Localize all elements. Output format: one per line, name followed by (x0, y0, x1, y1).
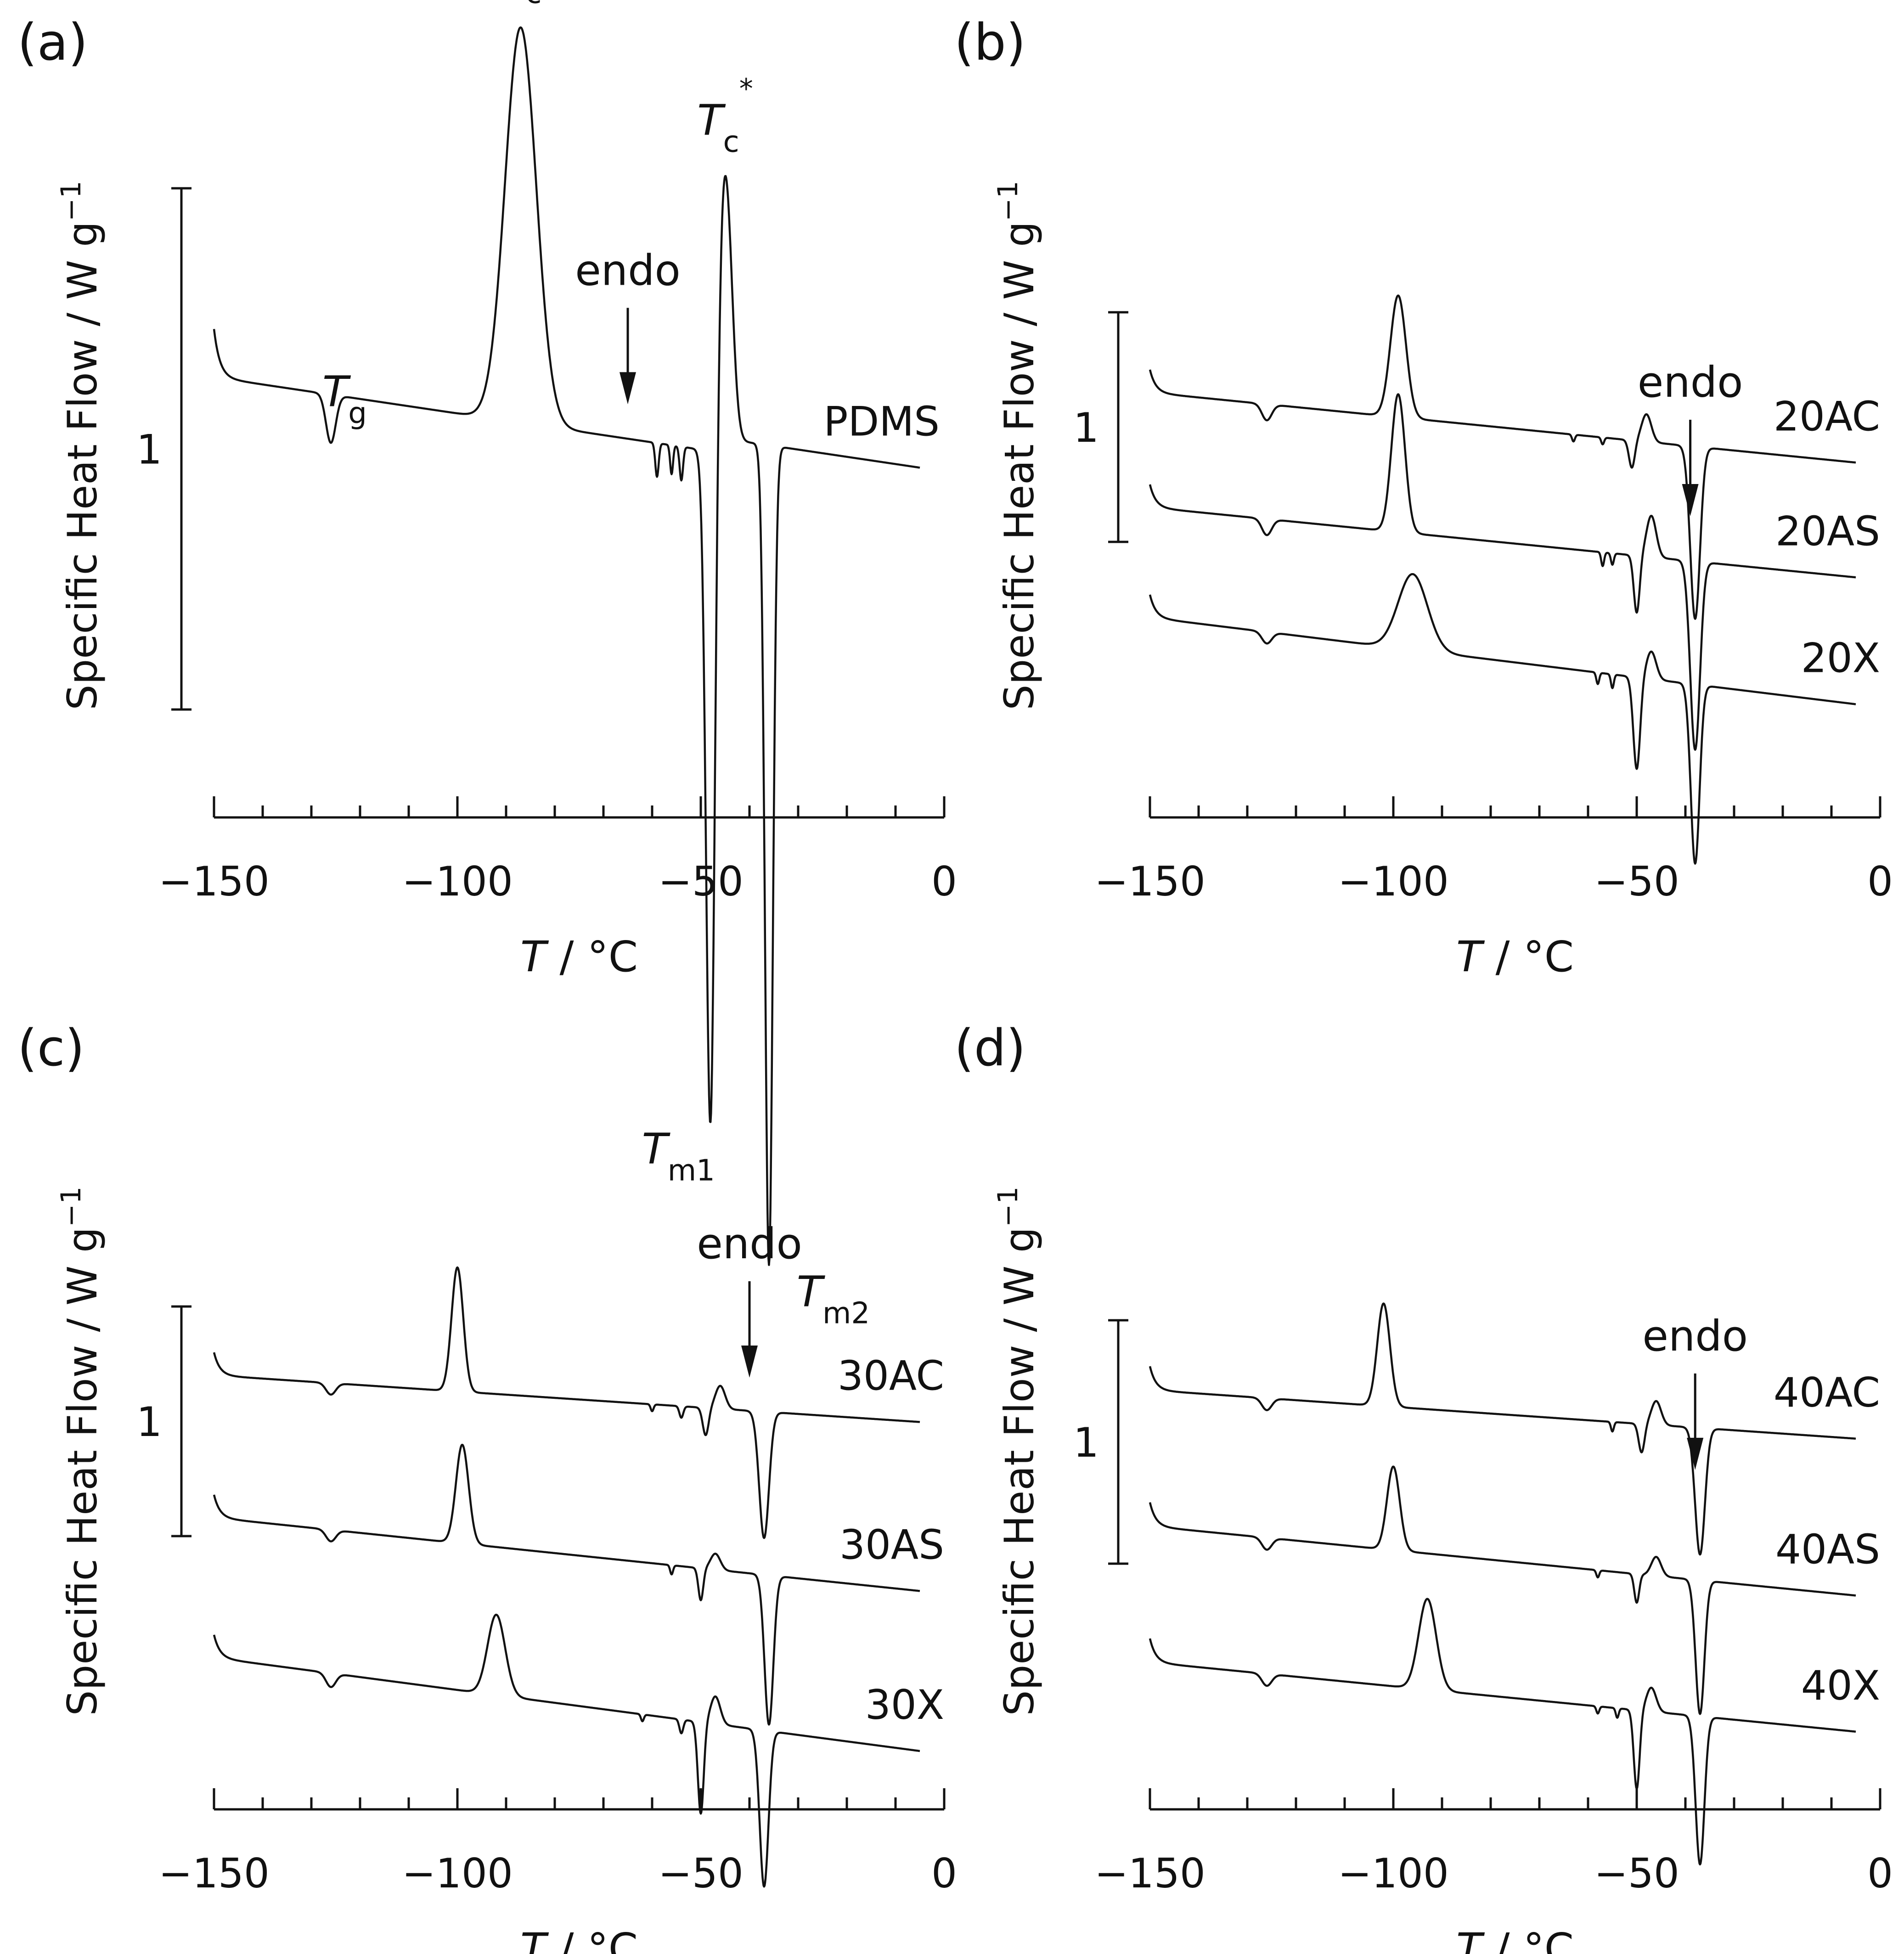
scale-bar-label: 1 (1073, 404, 1099, 451)
panel-label: (a) (17, 13, 88, 72)
x-tick-label: −50 (658, 858, 744, 905)
series-line-20X (1149, 573, 1857, 865)
y-axis-label: Specific Heat Flow / W g−1 (992, 181, 1043, 710)
series-line-20AS (1149, 393, 1857, 751)
x-tick-label: −100 (1338, 858, 1449, 905)
scale-bar (1108, 1319, 1128, 1565)
x-tick-label: −150 (1094, 1850, 1205, 1897)
series-line-40X (1149, 1598, 1857, 1866)
x-axis-label: T / °C (1456, 932, 1574, 981)
y-axis-label: Specific Heat Flow / W g−1 (55, 1187, 106, 1716)
annotation-Tm1: Tm1 (642, 1124, 715, 1188)
series-label-40AS: 40AS (1775, 1526, 1880, 1573)
endo-label: endo (1638, 358, 1743, 407)
panel-label: (c) (17, 1019, 84, 1077)
panel-a: (a) −150 −100 −50 0 T / °C Specific Heat Flow … (17, 0, 957, 1331)
series-label-40AC: 40AC (1774, 1369, 1880, 1416)
endo-arrow (620, 308, 636, 405)
series-label-30X: 30X (865, 1681, 944, 1729)
x-axis-label: T / °C (520, 932, 638, 981)
endo-label: endo (575, 246, 681, 295)
y-axis-label: Specific Heat Flow / W g−1 (992, 1187, 1043, 1716)
series-label-PDMS: PDMS (823, 398, 940, 445)
panel-label: (d) (954, 1019, 1026, 1077)
scale-bar-label: 1 (136, 426, 162, 473)
series-label-20AS: 20AS (1775, 507, 1880, 555)
annotation-Tc: Tc (500, 0, 541, 11)
scale-bar-label: 1 (136, 1398, 162, 1446)
series-line-40AS (1149, 1465, 1857, 1715)
panel-b: (b) −150 −100 −50 0 T / °C Specific Heat Flow … (954, 13, 1893, 981)
annotation-Tc-star: Tc* (697, 73, 753, 159)
series-line-40AC (1149, 1302, 1857, 1556)
x-tick-label: 0 (1867, 1850, 1893, 1897)
panel-c: (c) −150 −100 −50 0 T / °C Specific Heat Flow … (17, 1019, 957, 1954)
series-line-30AS (213, 1443, 921, 1726)
endo-label: endo (697, 1219, 802, 1268)
endo-arrow (1682, 419, 1699, 516)
scale-bar (171, 1305, 192, 1537)
series-label-20AC: 20AC (1774, 393, 1880, 440)
x-tick-label: −50 (1594, 1850, 1679, 1897)
series-label-30AS: 30AS (839, 1521, 944, 1569)
series-line-30AC (213, 1266, 921, 1539)
endo-arrow (1687, 1373, 1704, 1470)
x-tick-label: −150 (158, 858, 270, 905)
x-tick-label: −100 (402, 858, 513, 905)
x-axis-label: T / °C (520, 1924, 638, 1954)
x-tick-label: −150 (1094, 858, 1205, 905)
series-label-40X: 40X (1801, 1662, 1880, 1709)
x-tick-label: −150 (158, 1850, 270, 1897)
x-tick-label: −50 (658, 1850, 744, 1897)
endo-label: endo (1642, 1312, 1748, 1361)
x-tick-label: 0 (1867, 858, 1893, 905)
series-line-20AC (1149, 294, 1857, 620)
scale-bar-label: 1 (1073, 1419, 1099, 1466)
series-line-PDMS (213, 26, 921, 1266)
series-label-20X: 20X (1801, 635, 1880, 682)
panel-d: (d) −150 −100 −50 0 T / °C Specific Heat Flow … (954, 1019, 1893, 1954)
series-label-30AC: 30AC (838, 1352, 944, 1400)
annotation-Tg: Tg (322, 367, 367, 430)
x-tick-label: −100 (402, 1850, 513, 1897)
x-tick-label: 0 (931, 1850, 957, 1897)
scale-bar (171, 187, 192, 711)
panel-label: (b) (954, 13, 1026, 72)
scale-bar (1108, 311, 1128, 543)
annotation-Tm2: Tm2 (797, 1267, 870, 1331)
endo-arrow (741, 1281, 758, 1378)
x-axis-label: T / °C (1456, 1924, 1574, 1954)
x-tick-label: 0 (931, 858, 957, 905)
x-tick-label: −50 (1594, 858, 1679, 905)
y-axis-label: Specific Heat Flow / W g−1 (55, 181, 106, 710)
x-tick-label: −100 (1338, 1850, 1449, 1897)
series-line-30X (213, 1613, 921, 1888)
